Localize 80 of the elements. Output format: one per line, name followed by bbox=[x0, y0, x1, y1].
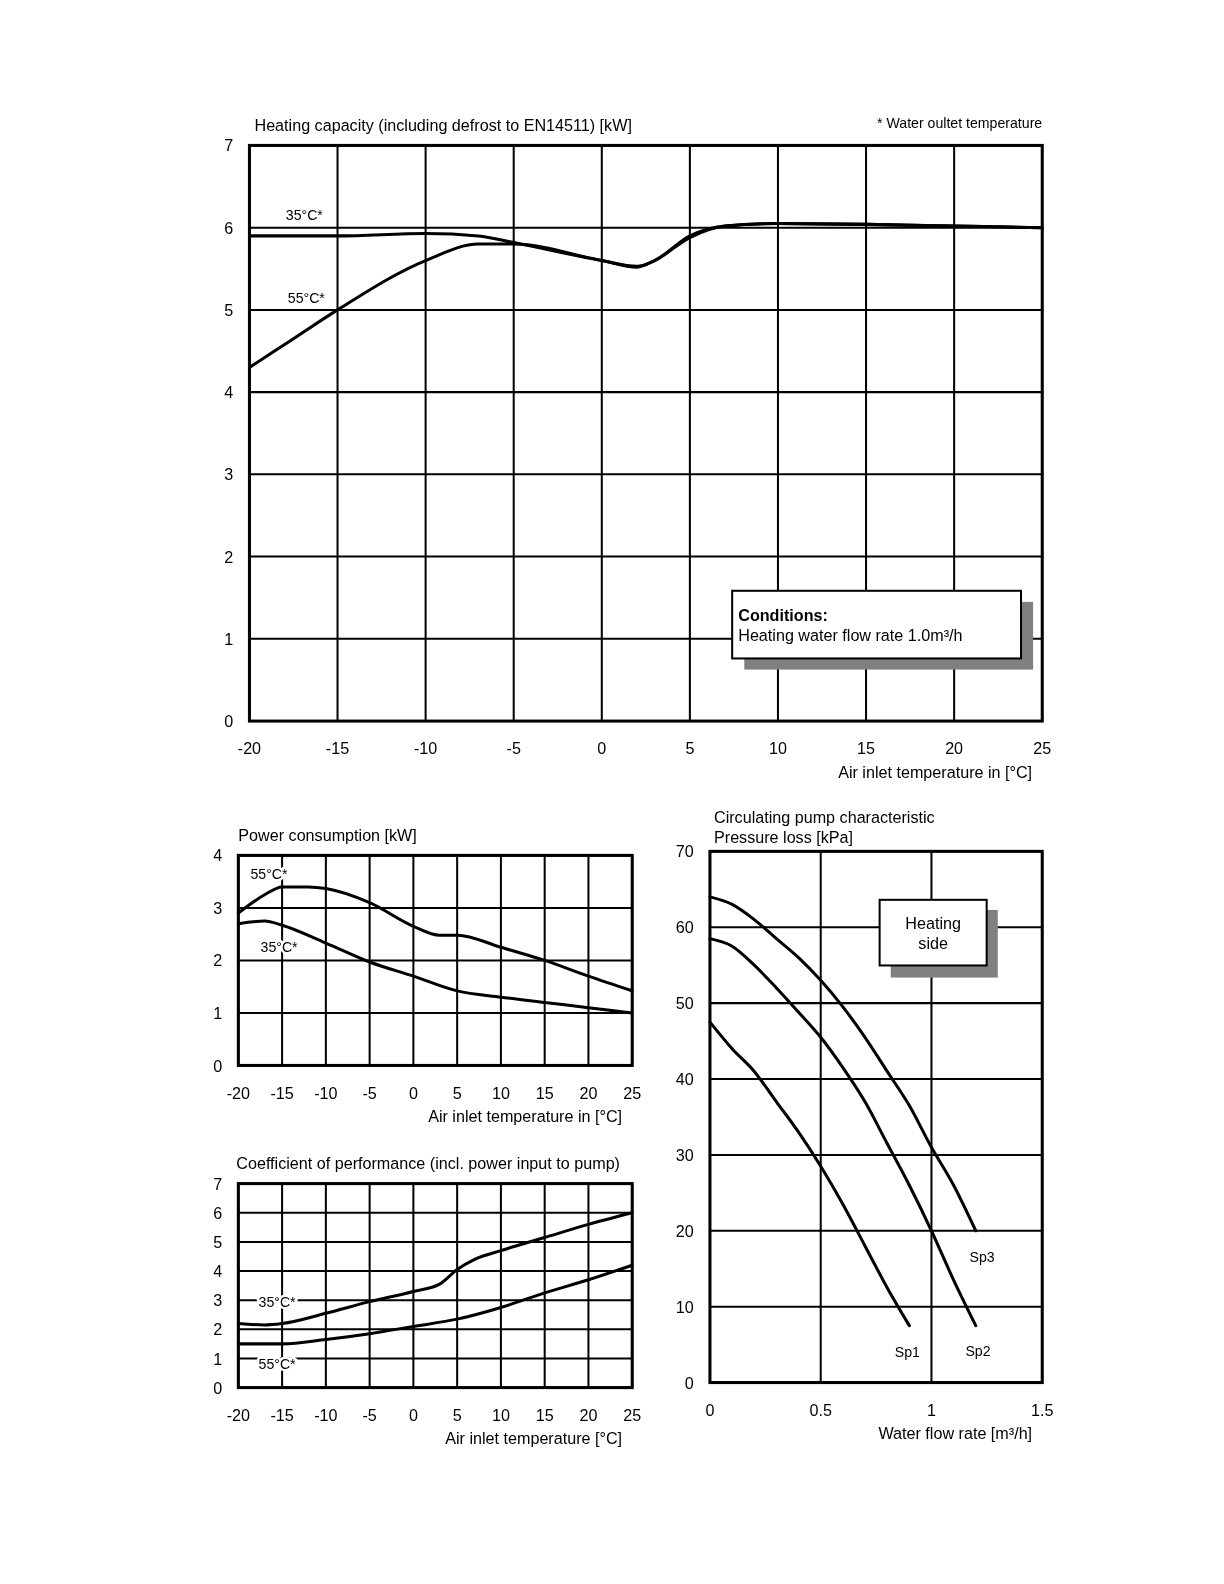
series-label: 35°C* bbox=[285, 207, 324, 224]
y-tick-label: 60 bbox=[675, 918, 694, 937]
x-tick-label: -10 bbox=[314, 1083, 338, 1102]
series-label: Sp2 bbox=[965, 1343, 991, 1360]
x-axis-title: Water flow rate [m³/h] bbox=[878, 1424, 1033, 1443]
x-tick-label: 0 bbox=[705, 1400, 715, 1419]
y-tick-label: 30 bbox=[675, 1145, 694, 1164]
x-tick-label: 20 bbox=[579, 1405, 598, 1424]
annotation: Conditions: bbox=[738, 606, 828, 625]
y-axis-title: Pressure loss [kPa] bbox=[714, 828, 854, 847]
y-tick-label: 3 bbox=[213, 1291, 223, 1310]
y-tick-label: 0 bbox=[684, 1373, 694, 1392]
y-tick-label: 0 bbox=[213, 1378, 223, 1397]
series-label: Sp1 bbox=[894, 1344, 921, 1361]
x-tick-label: 0 bbox=[408, 1083, 418, 1102]
y-tick-label: 7 bbox=[224, 136, 234, 155]
annotation: Heating side bbox=[905, 914, 961, 953]
y-tick-label: 4 bbox=[213, 1262, 223, 1281]
chart-title: Heating capacity (including defrost to EN14511) [kW] bbox=[254, 116, 632, 135]
y-tick-label: 2 bbox=[213, 951, 223, 970]
x-tick-label: 15 bbox=[857, 739, 876, 758]
y-tick-label: 50 bbox=[675, 994, 694, 1013]
x-axis-title: Air inlet temperature in [°C] bbox=[428, 1107, 623, 1125]
x-tick-label: -5 bbox=[362, 1405, 377, 1424]
y-tick-label: 4 bbox=[213, 846, 223, 865]
y-tick-label: 5 bbox=[213, 1232, 223, 1251]
x-tick-label: -15 bbox=[270, 1083, 294, 1102]
x-tick-label: -15 bbox=[325, 739, 350, 758]
y-tick-label: 1 bbox=[213, 1003, 223, 1022]
y-tick-label: 0 bbox=[224, 712, 234, 731]
x-tick-label: -10 bbox=[413, 739, 438, 758]
x-tick-label: 10 bbox=[768, 739, 787, 758]
y-tick-label: 10 bbox=[675, 1297, 694, 1316]
y-tick-label: 2 bbox=[213, 1320, 223, 1339]
x-tick-label: -20 bbox=[226, 1405, 251, 1424]
y-tick-label: 6 bbox=[224, 218, 234, 237]
x-tick-label: 0 bbox=[597, 739, 607, 758]
text: * Water oultet temperature bbox=[877, 115, 1043, 132]
y-tick-label: 1 bbox=[213, 1349, 223, 1368]
y-tick-label: 4 bbox=[224, 383, 234, 402]
y-tick-label: 0 bbox=[213, 1056, 223, 1075]
y-tick-label: 20 bbox=[675, 1221, 694, 1240]
y-tick-label: 5 bbox=[224, 300, 234, 319]
x-tick-label: 25 bbox=[623, 1405, 642, 1424]
chart-title: Circulating pump characteristic bbox=[714, 808, 935, 827]
x-tick-label: 1.5 bbox=[1030, 1400, 1054, 1419]
x-tick-label: -10 bbox=[314, 1405, 338, 1424]
x-axis-title: Air inlet temperature in [°C] bbox=[838, 762, 1033, 781]
x-tick-label: 10 bbox=[491, 1083, 510, 1102]
series-label: 55°C* bbox=[287, 289, 326, 306]
y-tick-label: 3 bbox=[213, 898, 223, 917]
x-tick-label: 5 bbox=[452, 1083, 462, 1102]
x-tick-label: -15 bbox=[270, 1405, 294, 1424]
chart-title: Power consumption [kW] bbox=[238, 826, 417, 845]
x-tick-label: -20 bbox=[237, 739, 262, 758]
chart-title: Coefficient of performance (incl. power input to pump) bbox=[236, 1154, 620, 1173]
x-tick-label: 0.5 bbox=[809, 1400, 832, 1419]
x-tick-label: 5 bbox=[452, 1405, 462, 1424]
y-tick-label: 3 bbox=[224, 465, 234, 484]
y-tick-label: 1 bbox=[224, 629, 234, 648]
x-tick-label: 20 bbox=[579, 1083, 598, 1102]
x-tick-label: -20 bbox=[226, 1083, 251, 1102]
x-tick-label: 1 bbox=[926, 1400, 936, 1419]
x-tick-label: 15 bbox=[535, 1083, 554, 1102]
x-tick-label: 15 bbox=[535, 1405, 554, 1424]
y-tick-label: 7 bbox=[213, 1174, 223, 1193]
x-axis-title: Air inlet temperature [°C] bbox=[445, 1429, 623, 1448]
y-tick-label: 2 bbox=[224, 547, 234, 566]
series-label: Sp3 bbox=[969, 1249, 995, 1266]
x-tick-label: 20 bbox=[945, 739, 964, 758]
y-tick-label: 6 bbox=[213, 1203, 223, 1222]
y-tick-label: 70 bbox=[675, 842, 694, 861]
y-tick-label: 40 bbox=[675, 1070, 694, 1089]
x-tick-label: -5 bbox=[506, 739, 521, 758]
x-tick-label: -5 bbox=[362, 1083, 377, 1102]
annotation: Heating water flow rate 1.0m³/h bbox=[738, 626, 963, 645]
x-tick-label: 10 bbox=[491, 1405, 510, 1424]
x-tick-label: 25 bbox=[623, 1083, 642, 1102]
x-tick-label: 0 bbox=[408, 1405, 418, 1424]
x-tick-label: 25 bbox=[1033, 739, 1052, 758]
